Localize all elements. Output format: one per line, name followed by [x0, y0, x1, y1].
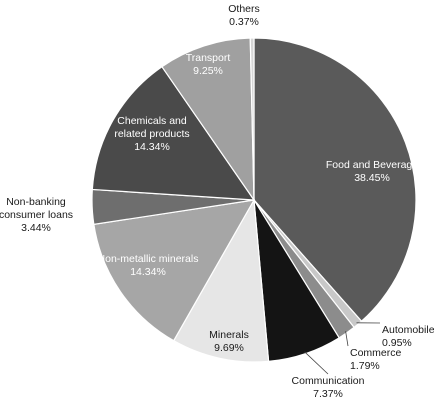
slice-label: Chemicals and related products 14.34% — [114, 115, 189, 153]
slice-value: 14.34% — [134, 141, 170, 153]
slice-value: 9.25% — [193, 65, 223, 77]
slice-value: 7.37% — [313, 388, 343, 400]
pie-slice-transport — [161, 37, 255, 202]
slice-value: 14.34% — [130, 266, 166, 278]
slice-name: Commerce — [350, 347, 402, 359]
slice-value: 1.79% — [350, 360, 380, 372]
pie-slice-chemicals-and-related-products — [91, 65, 256, 201]
slice-name: Automobile — [382, 324, 434, 336]
slice-value: 3.44% — [21, 222, 51, 234]
slice-name: Non-banking — [6, 196, 66, 208]
slice-label: Commerce 1.79% — [350, 347, 402, 372]
pie-slice-food-and-beverage — [253, 37, 417, 323]
slice-label: Others 0.37% — [228, 3, 260, 28]
leader-line — [345, 331, 349, 347]
slice-label: Minerals 9.69% — [209, 329, 249, 354]
slice-name: Minerals — [209, 329, 249, 341]
slice-label: Communication 7.37% — [292, 375, 365, 400]
slice-label: Non-metallic minerals 14.34% — [98, 253, 199, 278]
slice-name: Communication — [292, 375, 365, 387]
pie-slice-non-metallic-minerals — [93, 199, 256, 342]
pie-slices — [91, 37, 417, 363]
slice-name: Transport — [186, 52, 231, 64]
slice-value: 0.95% — [382, 337, 412, 349]
slice-value: 38.45% — [354, 172, 390, 184]
slice-name: related products — [114, 128, 189, 140]
leader-line — [304, 351, 329, 375]
slice-name: Food and Beverage — [326, 159, 418, 171]
slice-labels: Food and Beverage 38.45%Automobile 0.95%Co… — [0, 3, 434, 400]
slice-name: Non-metallic minerals — [98, 253, 199, 265]
slice-value: 0.37% — [229, 16, 259, 28]
leader-lines — [304, 322, 381, 375]
slice-label: Food and Beverage 38.45% — [326, 159, 418, 184]
slice-label: Transport 9.25% — [186, 52, 231, 77]
pie-slice-others — [249, 37, 255, 201]
slice-name: consumer loans — [0, 209, 73, 221]
slice-label: Non-banking consumer loans 3.44% — [0, 196, 73, 234]
pie-slice-minerals — [172, 198, 270, 363]
slice-label: Automobile 0.95% — [382, 324, 434, 349]
slice-name: Others — [228, 3, 260, 15]
slice-value: 9.69% — [214, 342, 244, 354]
slice-name: Chemicals and — [117, 115, 187, 127]
